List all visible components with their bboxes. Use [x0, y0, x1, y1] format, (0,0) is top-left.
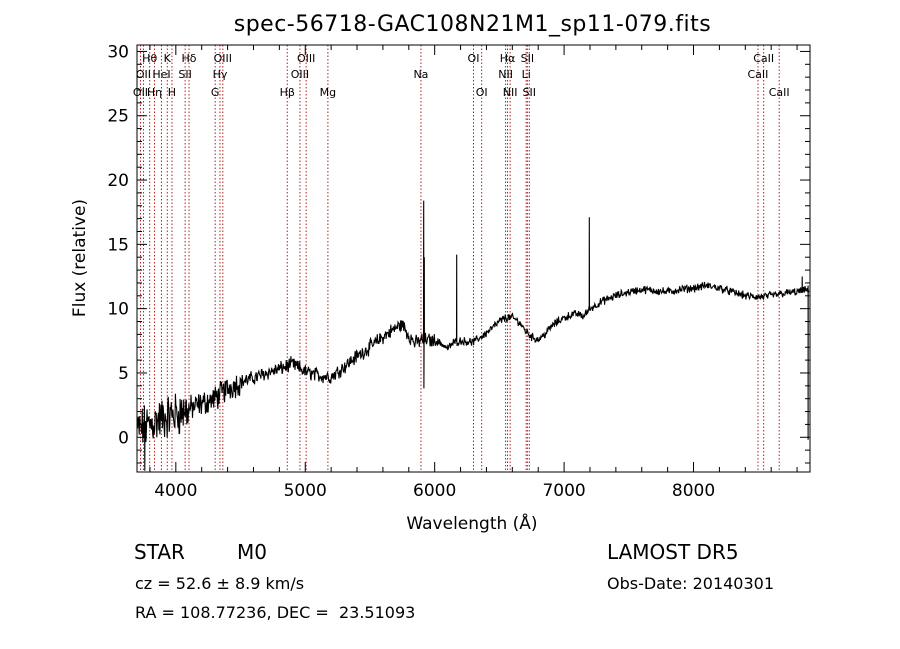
spectral-line-label: H [168, 86, 176, 99]
spectral-line-label: Hδ [182, 52, 197, 65]
y-tick-label: 20 [107, 171, 129, 191]
spectral-line-label: OII [136, 68, 151, 81]
spectral-line-label: Hθ [142, 52, 157, 65]
y-tick-label: 0 [118, 428, 129, 448]
plot-frame [136, 44, 811, 473]
x-tick-label: 7000 [542, 481, 585, 501]
spectral-line-label: OI [476, 86, 488, 99]
x-tick-label: 6000 [413, 481, 456, 501]
line-markers [139, 45, 780, 472]
spectral-line-label: SII [178, 68, 191, 81]
spectral-line-label: G [211, 86, 220, 99]
spectral-line-label: HeI [152, 68, 170, 81]
spectral-line-label: K [164, 52, 172, 65]
spectral-line-label: OII [133, 86, 148, 99]
y-tick-label: 10 [107, 300, 129, 320]
redshift-value: cz = 52.6 ± 8.9 km/s [135, 574, 305, 593]
coordinates: RA = 108.77236, DEC = 23.51093 [135, 603, 416, 622]
spectral-line-label: CaII [753, 52, 774, 65]
y-axis-label: Flux (relative) [70, 199, 90, 317]
spectral-line-label: Hγ [213, 68, 228, 81]
spectral-line-label: OIII [214, 52, 232, 65]
x-tick-label: 8000 [672, 481, 715, 501]
axis-tick-labels: 4000 5000 6000 7000 8000 0 5 10 15 20 25 30 [107, 42, 715, 501]
spectral-line-label: OIII [291, 68, 309, 81]
object-class: STAR [134, 540, 185, 564]
spectral-line-label: Mg [320, 86, 336, 99]
spectral-line-label: SII [523, 86, 536, 99]
x-tick-label: 4000 [154, 481, 197, 501]
object-subclass: M0 [237, 540, 267, 564]
y-tick-label: 25 [107, 107, 129, 127]
spectral-line-label: CaII [748, 68, 769, 81]
y-tick-label: 5 [118, 364, 129, 384]
spectral-line-label: Hβ [280, 86, 295, 99]
axis-ticks [137, 45, 810, 472]
spectral-line-label: Na [413, 68, 428, 81]
y-tick-label: 15 [107, 235, 129, 255]
chart-title: spec-56718-GAC108N21M1_sp11-079.fits [233, 12, 712, 37]
spectral-line-label: NII [503, 86, 518, 99]
spectral-line-label: Li [522, 68, 531, 81]
spectral-line-label: OIII [297, 52, 315, 65]
spectral-line-label: SII [521, 52, 534, 65]
spectral-line-label: NII [498, 68, 513, 81]
spectral-line-label: OI [468, 52, 480, 65]
spectral-line-label: Hα [500, 52, 516, 65]
spectral-line-label: CaII [769, 86, 790, 99]
x-axis-label: Wavelength (Å) [406, 512, 537, 534]
spectral-line-label: Hη [147, 86, 162, 99]
y-tick-label: 30 [107, 42, 129, 62]
line-labels: OIIOIIHθHηHeIKHSIIHδGHγOIIIHβOIIIOIIIMgN… [133, 52, 790, 99]
obs-date: Obs-Date: 20140301 [607, 574, 775, 593]
x-tick-label: 5000 [284, 481, 327, 501]
survey-name: LAMOST DR5 [607, 540, 739, 564]
spectrum-line [137, 200, 810, 471]
